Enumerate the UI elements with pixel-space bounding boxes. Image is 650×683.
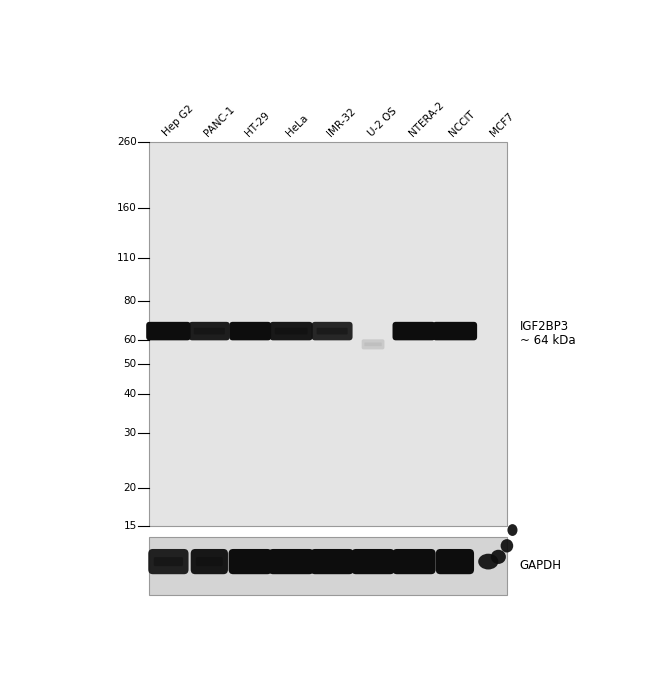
Ellipse shape bbox=[508, 524, 517, 536]
FancyBboxPatch shape bbox=[196, 557, 223, 566]
FancyBboxPatch shape bbox=[398, 557, 430, 566]
FancyBboxPatch shape bbox=[151, 328, 185, 335]
Ellipse shape bbox=[478, 554, 499, 570]
FancyBboxPatch shape bbox=[190, 549, 228, 574]
FancyBboxPatch shape bbox=[316, 557, 348, 566]
Ellipse shape bbox=[491, 550, 506, 564]
Text: NTERA-2: NTERA-2 bbox=[407, 100, 445, 138]
FancyBboxPatch shape bbox=[229, 549, 272, 574]
FancyBboxPatch shape bbox=[194, 328, 225, 335]
Text: GAPDH: GAPDH bbox=[519, 559, 562, 572]
FancyBboxPatch shape bbox=[268, 549, 314, 574]
Text: U-2 OS: U-2 OS bbox=[366, 106, 398, 138]
Text: 110: 110 bbox=[117, 253, 136, 263]
Text: 40: 40 bbox=[124, 389, 136, 400]
Text: NCCIT: NCCIT bbox=[448, 109, 477, 138]
FancyBboxPatch shape bbox=[365, 342, 382, 346]
FancyBboxPatch shape bbox=[438, 328, 472, 335]
FancyBboxPatch shape bbox=[148, 549, 188, 574]
Bar bbox=[150, 143, 507, 527]
Text: 50: 50 bbox=[124, 359, 136, 370]
Text: 80: 80 bbox=[124, 296, 136, 306]
Text: 30: 30 bbox=[124, 428, 136, 438]
Text: IMR-32: IMR-32 bbox=[325, 106, 358, 138]
Text: IGF2BP3: IGF2BP3 bbox=[519, 320, 569, 333]
FancyBboxPatch shape bbox=[393, 549, 436, 574]
FancyBboxPatch shape bbox=[311, 549, 354, 574]
FancyBboxPatch shape bbox=[317, 328, 348, 335]
FancyBboxPatch shape bbox=[311, 322, 352, 340]
Text: 160: 160 bbox=[117, 203, 136, 213]
FancyBboxPatch shape bbox=[229, 322, 271, 340]
FancyBboxPatch shape bbox=[352, 549, 395, 574]
FancyBboxPatch shape bbox=[433, 322, 477, 340]
FancyBboxPatch shape bbox=[274, 557, 308, 566]
Text: 60: 60 bbox=[124, 335, 136, 345]
FancyBboxPatch shape bbox=[154, 557, 183, 566]
FancyBboxPatch shape bbox=[393, 322, 436, 340]
FancyBboxPatch shape bbox=[361, 339, 384, 350]
FancyBboxPatch shape bbox=[436, 549, 474, 574]
Text: HeLa: HeLa bbox=[284, 113, 310, 138]
Text: Hep G2: Hep G2 bbox=[161, 104, 196, 138]
FancyBboxPatch shape bbox=[235, 557, 266, 566]
FancyBboxPatch shape bbox=[270, 322, 313, 340]
Text: 260: 260 bbox=[117, 137, 136, 148]
FancyBboxPatch shape bbox=[189, 322, 230, 340]
Text: HT-29: HT-29 bbox=[243, 110, 272, 138]
FancyBboxPatch shape bbox=[146, 322, 190, 340]
Bar bbox=[150, 537, 507, 595]
Text: ~ 64 kDa: ~ 64 kDa bbox=[519, 334, 575, 347]
Ellipse shape bbox=[500, 539, 514, 553]
FancyBboxPatch shape bbox=[398, 328, 430, 335]
Text: 20: 20 bbox=[124, 483, 136, 492]
Text: PANC-1: PANC-1 bbox=[202, 104, 237, 138]
FancyBboxPatch shape bbox=[357, 557, 389, 566]
FancyBboxPatch shape bbox=[275, 328, 307, 335]
FancyBboxPatch shape bbox=[441, 557, 469, 566]
Text: MCF7: MCF7 bbox=[489, 111, 516, 138]
Text: 15: 15 bbox=[124, 521, 136, 531]
FancyBboxPatch shape bbox=[234, 328, 266, 335]
